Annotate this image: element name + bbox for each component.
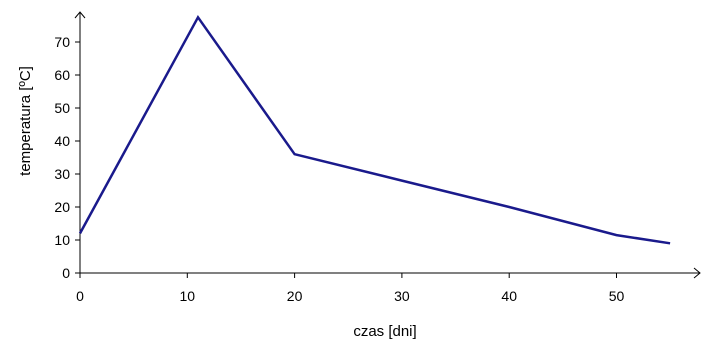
x-tick-label: 20 [287,288,303,304]
x-tick-label: 50 [609,288,625,304]
y-tick-label: 20 [54,199,70,215]
y-tick-label: 30 [54,166,70,182]
y-tick-label: 0 [62,265,70,281]
x-tick-label: 10 [180,288,196,304]
y-tick-label: 50 [54,100,70,116]
y-tick-label: 10 [54,232,70,248]
axes [74,11,701,279]
x-ticks: 0 10 20 30 40 50 [76,273,624,304]
x-axis-arrow [693,267,701,279]
y-tick-label: 40 [54,133,70,149]
y-ticks: 0 10 20 30 40 50 60 70 [54,34,80,281]
y-tick-label: 60 [54,67,70,83]
y-axis-title: temperatura [ºC] [17,66,34,176]
series-group [78,14,671,245]
y-axis-arrow [74,11,86,19]
y-tick-label: 70 [54,34,70,50]
x-tick-label: 40 [501,288,517,304]
x-axis-title: czas [dni] [353,323,416,340]
x-tick-label: 0 [76,288,84,304]
x-tick-label: 30 [394,288,410,304]
series-line [78,14,671,245]
